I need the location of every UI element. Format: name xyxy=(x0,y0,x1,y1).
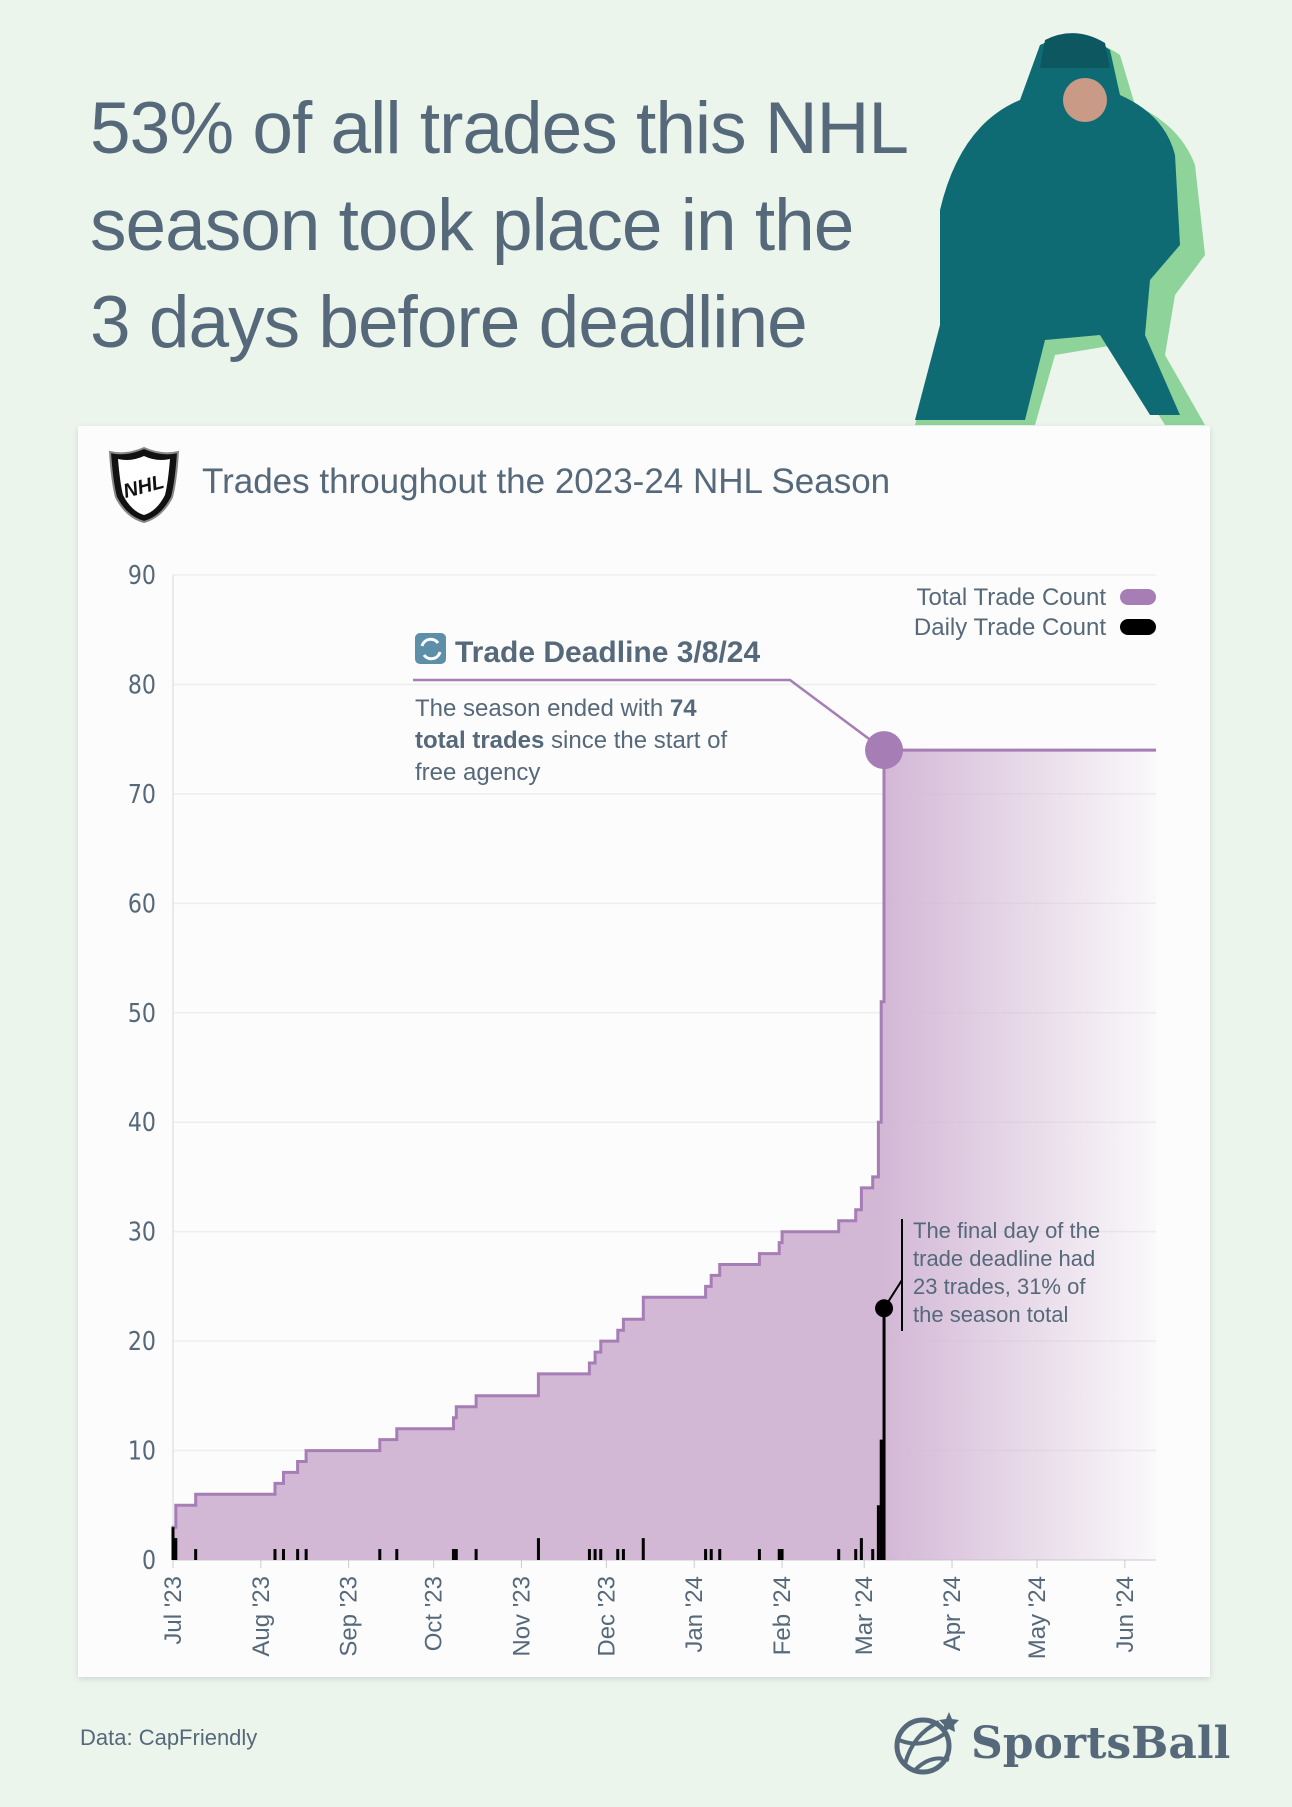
daily-trade-bar xyxy=(616,1549,620,1560)
deadline-connector xyxy=(413,678,885,752)
daily-trade-bar xyxy=(621,1549,625,1560)
daily-trade-bar xyxy=(296,1549,300,1560)
daily-trade-bar xyxy=(876,1505,880,1560)
daily-trade-bar xyxy=(174,1538,178,1560)
daily-trade-bar xyxy=(194,1549,198,1560)
x-tick-label: Oct '23 xyxy=(421,1576,448,1651)
daily-trade-bar xyxy=(704,1549,708,1560)
brand-name: SportsBall xyxy=(971,1717,1231,1769)
y-tick-label: 80 xyxy=(128,670,156,700)
x-tick-label: Nov '23 xyxy=(508,1576,535,1657)
x-tick-label: Aug '23 xyxy=(248,1576,275,1657)
daily-trade-bar xyxy=(536,1538,540,1560)
x-tick-label: Mar '24 xyxy=(851,1576,878,1655)
x-tick-label: Jun '24 xyxy=(1112,1576,1139,1653)
daily-trade-bar xyxy=(451,1549,455,1560)
daily-trade-bar xyxy=(395,1549,399,1560)
y-tick-label: 50 xyxy=(128,998,156,1028)
y-tick-label: 20 xyxy=(128,1326,156,1356)
final-day-text-line: trade deadline had xyxy=(913,1246,1095,1271)
daily-trade-bar xyxy=(378,1549,382,1560)
legend-swatch xyxy=(1120,589,1156,605)
daily-trade-bar xyxy=(709,1549,713,1560)
legend-label: Total Trade Count xyxy=(917,584,1107,611)
daily-trade-bar xyxy=(837,1549,841,1560)
daily-trade-bar xyxy=(273,1549,277,1560)
deadline-bold: total trades xyxy=(415,727,544,754)
data-source: Data: CapFriendly xyxy=(80,1725,258,1750)
player-photo xyxy=(915,33,1205,425)
refresh-icon xyxy=(415,633,446,664)
y-tick-label: 90 xyxy=(128,560,156,590)
deadline-marker xyxy=(865,731,904,770)
y-tick-label: 60 xyxy=(128,889,156,919)
x-tick-label: Jul '23 xyxy=(160,1576,187,1645)
x-tick-label: Feb '24 xyxy=(769,1576,796,1655)
total-trade-line xyxy=(171,748,1156,1560)
final-day-text-line: The final day of the xyxy=(913,1218,1100,1243)
sportsball-brand: SportsBall xyxy=(893,1708,1230,1778)
deadline-text: The season ended with xyxy=(415,695,670,722)
daily-trade-bar xyxy=(474,1549,478,1560)
legend-label: Daily Trade Count xyxy=(914,614,1106,641)
daily-trade-bar xyxy=(871,1549,875,1560)
refresh-icon-arrows xyxy=(420,637,442,661)
y-tick-label: 30 xyxy=(128,1217,156,1247)
deadline-total: 74 xyxy=(670,695,697,722)
daily-trade-bar xyxy=(304,1549,308,1560)
daily-trade-bar xyxy=(879,1439,883,1560)
final-day-text-line: 23 trades, 31% of xyxy=(913,1274,1086,1299)
deadline-text-line: The season ended with 74 xyxy=(415,695,697,722)
daily-trade-bar xyxy=(454,1549,458,1560)
x-tick-label: Sep '23 xyxy=(336,1576,363,1657)
y-tick-label: 70 xyxy=(128,779,156,809)
y-tick-label: 0 xyxy=(142,1545,156,1575)
daily-trade-bar xyxy=(757,1549,761,1560)
headline: 53% of all trades this NHL season took p… xyxy=(90,88,906,363)
daily-trade-bar xyxy=(718,1549,722,1560)
total-trade-area xyxy=(173,750,1156,1560)
daily-trade-bar xyxy=(593,1549,597,1560)
y-tick-label: 40 xyxy=(128,1108,156,1138)
daily-trade-bar xyxy=(281,1549,285,1560)
basketball-icon xyxy=(894,1712,959,1775)
chart-title: Trades throughout the 2023-24 NHL Season xyxy=(202,462,891,501)
x-tick-label: Jan '24 xyxy=(681,1576,708,1653)
legend-swatch xyxy=(1120,619,1156,635)
daily-trade-bar xyxy=(882,1308,886,1560)
nhl-logo: NHL xyxy=(108,446,180,524)
daily-trade-bar xyxy=(587,1549,591,1560)
daily-trade-bar xyxy=(777,1549,781,1560)
deadline-text: since the start of xyxy=(544,727,727,754)
daily-trade-bar xyxy=(780,1549,784,1560)
daily-trade-bar xyxy=(854,1549,858,1560)
final-day-text-line: the season total xyxy=(913,1302,1068,1327)
daily-trade-bar xyxy=(641,1538,645,1560)
daily-trade-bar xyxy=(859,1538,863,1560)
x-tick-label: Dec '23 xyxy=(593,1576,620,1657)
daily-trade-bar xyxy=(599,1549,603,1560)
x-tick-label: Apr '24 xyxy=(939,1576,966,1651)
daily-trade-bar xyxy=(171,1527,175,1560)
deadline-text-line: free agency xyxy=(415,759,540,786)
deadline-text-line: total trades since the start of xyxy=(415,727,727,754)
final-day-marker xyxy=(875,1299,894,1318)
y-tick-label: 10 xyxy=(128,1436,156,1466)
deadline-title: Trade Deadline 3/8/24 xyxy=(455,636,760,669)
x-tick-label: May '24 xyxy=(1024,1576,1051,1659)
